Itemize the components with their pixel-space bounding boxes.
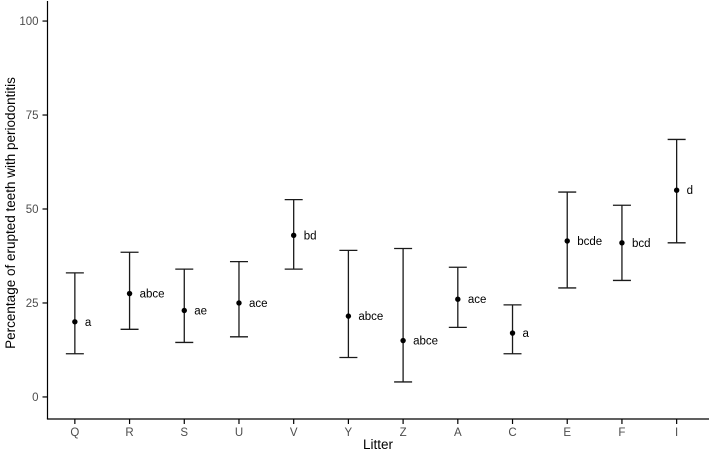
- x-tick-label: U: [235, 427, 243, 439]
- sig-letters-label: d: [687, 185, 693, 197]
- errorbar-group: bd: [284, 198, 317, 270]
- sig-letters-label: ace: [468, 294, 487, 306]
- errorbar-group: abce: [394, 247, 438, 383]
- errorbar-group: ae: [175, 268, 207, 344]
- x-tick-label: Z: [400, 427, 407, 439]
- data-point: [400, 337, 406, 344]
- data-point: [345, 313, 352, 319]
- sig-letters-label: ae: [194, 305, 207, 317]
- sig-letters-label: ace: [249, 298, 268, 310]
- y-tick-label: 75: [26, 110, 39, 122]
- errorbar-group: ace: [448, 266, 487, 329]
- x-tick-label: R: [125, 427, 133, 439]
- y-tick-label: 0: [32, 392, 38, 404]
- x-tick-label: I: [675, 427, 678, 439]
- y-tick-label: 50: [26, 204, 39, 216]
- errorbar-group: a: [503, 304, 530, 355]
- sig-letters-label: bcd: [632, 238, 651, 250]
- sig-letters-label: bcde: [577, 236, 602, 248]
- errorbar-group: bcd: [612, 204, 651, 282]
- x-tick-label: C: [508, 427, 516, 439]
- x-tick-label: A: [454, 427, 462, 439]
- x-tick-label: V: [290, 427, 298, 439]
- data-point: [126, 290, 133, 297]
- errorbar-group: d: [667, 138, 693, 244]
- sig-letters-label: bd: [304, 230, 317, 242]
- data-point: [290, 232, 297, 239]
- axes-layer: 0 25 50 75 100 Q R S U V Y Z A C E F I: [19, 1, 709, 439]
- errorbar-group: abce: [339, 249, 383, 359]
- data-point: [236, 300, 242, 306]
- errorbar-group: a: [65, 272, 92, 355]
- y-axis-title: Percentage of erupted teeth with periodo…: [3, 77, 18, 349]
- data-point: [455, 296, 461, 302]
- sig-letters-label: abce: [358, 311, 383, 323]
- x-tick-label: E: [563, 427, 571, 439]
- data-point: [619, 240, 625, 246]
- sig-letters-label: abce: [140, 289, 165, 301]
- errorbar-group: bcde: [558, 191, 602, 289]
- y-tick-label: 25: [26, 298, 39, 310]
- x-axis-title: Litter: [363, 437, 394, 452]
- sig-letters-label: abce: [413, 336, 438, 348]
- x-tick-label: F: [618, 427, 625, 439]
- sig-letters-label: a: [85, 317, 92, 329]
- x-tick-label: S: [180, 427, 188, 439]
- sig-letters-label: a: [523, 328, 530, 340]
- x-tick-label: Q: [70, 427, 79, 439]
- data-layer: a abce ae ace bd abce abce ace a bcde bcd d: [65, 138, 693, 383]
- data-point: [509, 330, 516, 336]
- data-point: [181, 307, 187, 314]
- errorbar-group: ace: [229, 260, 268, 338]
- data-point: [72, 319, 78, 325]
- x-tick-label: Y: [345, 427, 353, 439]
- y-tick-label: 100: [19, 16, 38, 28]
- errorbar-group: abce: [120, 251, 165, 330]
- data-point: [564, 238, 570, 244]
- data-point: [673, 187, 680, 193]
